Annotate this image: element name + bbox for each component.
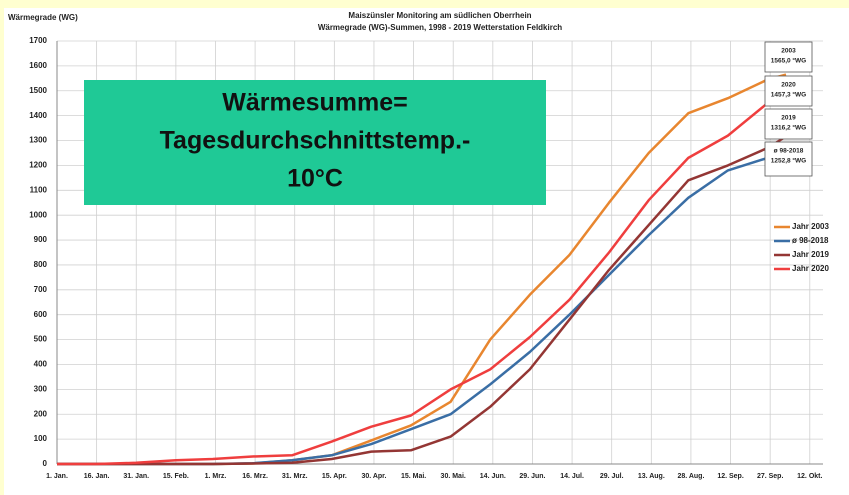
y-tick-label: 900 [34,235,48,244]
x-tick-label: 16. Mrz. [242,473,268,480]
annotation-text: 1316,2 °WG [771,124,806,132]
annotation-text: 1252,8 °WG [771,157,806,165]
x-tick-label: 30. Mai. [441,473,466,480]
annotation-box [764,41,813,73]
x-tick-label: 14. Jun. [480,473,506,480]
annotation-text: 1565,0 °WG [771,57,806,65]
y-tick-label: 1700 [29,36,47,45]
y-tick-label: 1300 [29,136,47,145]
annotation-title: ø 98-2018 [774,148,804,155]
annotation-title: 2020 [781,82,796,89]
info-box-text: Tagesdurchschnittstemp.- [160,127,471,155]
y-tick-label: 1000 [29,210,47,219]
y-tick-label: 400 [34,360,48,369]
x-tick-label: 27. Sep. [757,473,784,480]
series-line [57,100,787,466]
annotation-title: 2019 [781,115,796,122]
y-tick-label: 1200 [29,161,47,170]
y-axis-label: Wärmegrade (WG) [8,13,78,22]
chart-subtitle: Wärmegrade (WG)-Summen, 1998 - 2019 Wett… [318,23,562,32]
info-box-text: Wärmesumme= [222,89,408,117]
x-tick-label: 29. Jul. [600,473,624,480]
x-tick-label: 15. Apr. [322,473,347,480]
y-tick-label: 600 [34,310,48,319]
x-tick-label: 15. Feb. [163,473,189,480]
annotation-box [764,108,813,140]
x-tick-label: 12. Sep. [717,473,744,480]
legend-label: Jahr 2003 [792,222,829,231]
y-tick-label: 100 [34,434,48,443]
annotation-title: 2003 [781,48,796,55]
annotation-box [764,75,813,107]
y-tick-label: 300 [34,384,48,393]
series-line [57,135,787,466]
x-tick-label: 1. Mrz. [205,473,227,480]
annotation-text: 1457,3 °WG [771,91,806,99]
legend-label: Jahr 2019 [792,250,829,259]
y-tick-label: 0 [43,459,48,468]
chart-title: Maiszünsler Monitoring am südlichen Ober… [348,11,531,20]
y-tick-label: 1600 [29,61,47,70]
x-tick-label: 13. Aug. [638,473,665,480]
x-tick-label: 29. Jun. [519,473,545,480]
legend-label: Jahr 2020 [792,264,829,273]
y-tick-label: 200 [34,409,48,418]
y-tick-label: 1100 [30,185,48,194]
y-tick-label: 800 [34,260,48,269]
x-tick-label: 31. Jan. [123,473,149,480]
x-tick-label: 1. Jan. [46,473,68,480]
x-tick-label: 31. Mrz. [282,473,308,480]
y-tick-label: 1500 [29,86,47,95]
y-tick-label: 700 [34,285,48,294]
x-tick-label: 30. Apr. [361,473,386,480]
legend-label: ø 98-2018 [792,236,829,245]
y-tick-label: 500 [34,335,48,344]
info-box [84,80,546,205]
y-tick-label: 1400 [29,111,47,120]
x-tick-label: 15. Mai. [401,473,426,480]
x-tick-label: 14. Jul. [560,473,584,480]
x-tick-label: 28. Aug. [677,473,704,480]
x-tick-label: 16. Jan. [84,473,110,480]
x-tick-label: 12. Okt. [797,473,822,480]
annotation-box [764,141,813,177]
info-box-text: 10°C [287,165,343,193]
